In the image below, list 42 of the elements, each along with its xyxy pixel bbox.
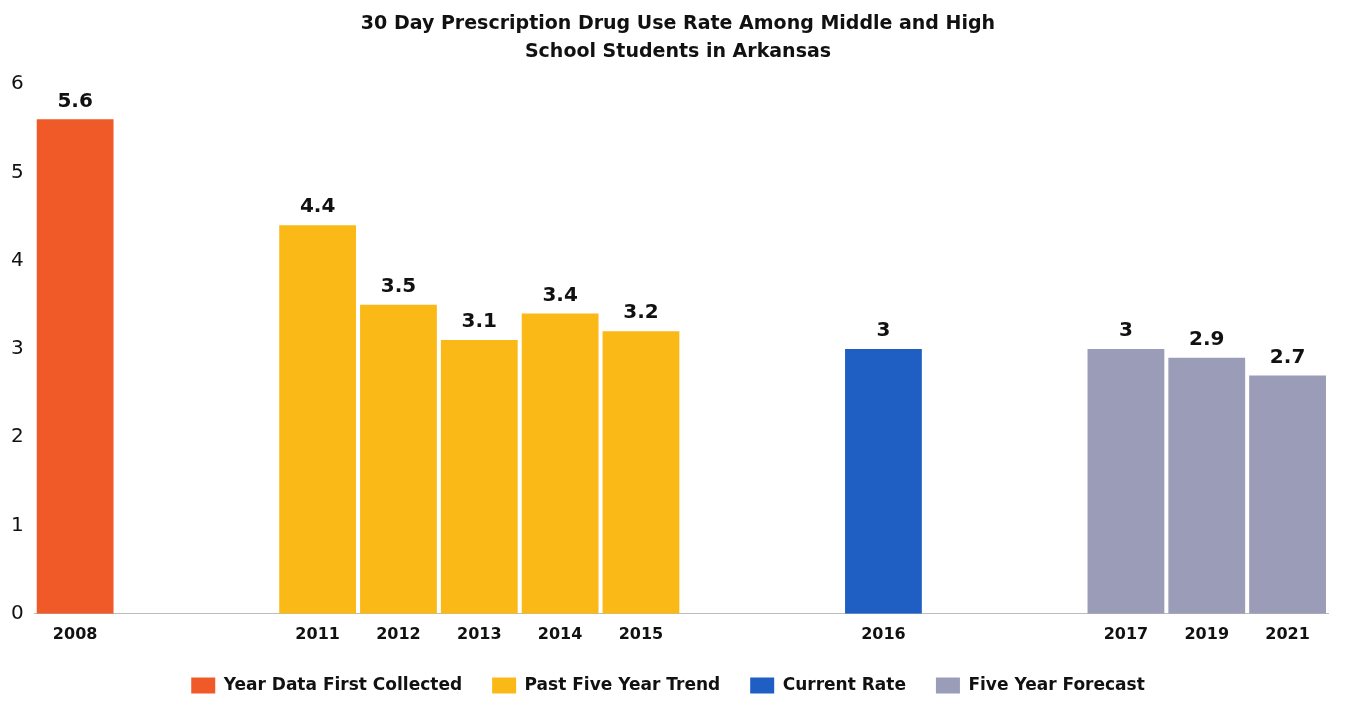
x-tick-label: 2011: [295, 623, 340, 643]
data-label: 3.1: [461, 308, 498, 333]
x-tick-label: 2019: [1184, 623, 1230, 643]
x-tick-label: 2016: [861, 623, 906, 643]
x-tick-label: 2014: [537, 623, 583, 643]
x-tick-label: 2017: [1103, 623, 1149, 643]
y-tick-label: 3: [10, 335, 24, 360]
bar: [1249, 375, 1326, 614]
y-tick-label: 6: [10, 70, 24, 95]
y-tick-label: 4: [10, 246, 24, 271]
y-tick-label: 5: [10, 158, 24, 183]
bar: [1087, 348, 1165, 614]
bar: [845, 348, 922, 614]
data-label: 3.4: [542, 281, 578, 306]
data-label: 5.6: [57, 87, 93, 112]
data-label: 3.2: [623, 299, 659, 324]
legend-label: Five Year Forecast: [968, 673, 1145, 694]
data-label: 4.4: [299, 193, 336, 218]
chart-title: 30 Day Prescription Drug Use Rate Among Middle and High School Students in Arkansas: [359, 10, 997, 63]
bar: [36, 119, 114, 614]
data-label: 2.7: [1269, 343, 1306, 368]
x-tick-label: 2012: [376, 623, 421, 643]
data-label: 3: [1118, 317, 1133, 342]
x-tick-label: 2008: [52, 623, 98, 643]
data-label: 3.5: [380, 272, 417, 297]
bar: [360, 304, 437, 614]
legend-label: Current Rate: [782, 673, 906, 694]
legend-label: Year Data First Collected: [222, 673, 463, 694]
x-tick-label: 2021: [1265, 623, 1310, 643]
bar: [440, 340, 518, 614]
legend-label: Past Five Year Trend: [524, 673, 721, 694]
bar: [521, 313, 599, 614]
x-tick-label: 2015: [618, 623, 664, 643]
bar: [279, 225, 357, 614]
data-label: 2.9: [1189, 325, 1225, 350]
y-tick-label: 0: [10, 600, 24, 624]
bar: [602, 331, 680, 614]
y-tick-label: 1: [10, 511, 24, 536]
y-tick-label: 2: [10, 423, 24, 448]
x-tick-label: 2013: [457, 623, 502, 643]
bar: [1168, 357, 1246, 614]
data-label: 3: [876, 317, 891, 342]
